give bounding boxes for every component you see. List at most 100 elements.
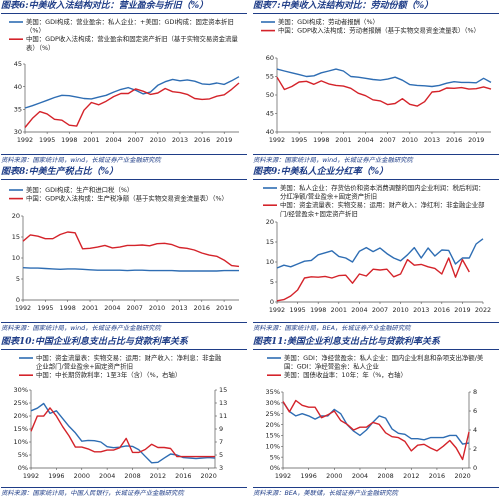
legend-label: 美国：国债收益率：10年：年（%，右轴） (284, 370, 407, 379)
x-tick-label: 1992 (17, 136, 33, 144)
panel-title: 图表11:美国企业利息支出占比与贷款利率关系 (253, 337, 440, 347)
y2-tick-label: 13 (219, 399, 227, 407)
legend-label: 中国：资金流量表：实物交易：运用：财产收入：净红利：非金融企业部门/经营盈余+固… (280, 200, 485, 218)
y-tick-label: 40 (266, 128, 274, 136)
x-tick-label: 1992 (269, 306, 285, 314)
y-tick-label: 55 (266, 73, 274, 81)
y-tick-label: 0% (270, 464, 280, 472)
title-rule (1, 13, 247, 14)
y-tick-label: 35 (14, 106, 22, 114)
y-tick-label: 20% (14, 412, 28, 420)
x-tick-label: 2022 (475, 306, 491, 314)
line-chart: 美国：GDI构成：劳动者报酬（%）中国：GDP收入法构成：劳动者报酬（基于实物交… (261, 17, 492, 144)
x-tick-label: 1992 (275, 472, 291, 480)
legend-line: 中国：资金流量表：实物交易：运用：财产收入：净利息：非金融 (36, 353, 222, 362)
legend-line: 表）（%） (26, 43, 54, 52)
y-tick-label: 15% (14, 425, 28, 433)
series-line (276, 76, 492, 107)
x-tick-label: 1992 (269, 136, 285, 144)
x-tick-label: 2004 (357, 136, 373, 144)
y-tick-label: 30% (266, 399, 280, 407)
y-tick-label: 5% (270, 453, 280, 461)
x-tick-label: 2010 (392, 306, 408, 314)
x-tick-label: 2019 (216, 304, 232, 312)
y-tick-label: 20 (266, 218, 274, 226)
x-tick-label: 2019 (468, 136, 484, 144)
x-tick-label: 2020 (454, 472, 470, 480)
series-line (282, 399, 470, 461)
y2-tick-label: 15 (219, 386, 227, 394)
y-tick-label: 20 (12, 212, 20, 220)
x-tick-label: 1998 (310, 306, 326, 314)
line-chart: 美国：GDI构成：生产和进口税（%）中国：GDP收入法构成：生产税净额（基于实物… (9, 185, 240, 312)
x-tick-label: 2010 (150, 136, 166, 144)
panel-title: 图表7:中美收入法结构对比：劳动份额（%） (253, 1, 434, 11)
panel-title: 图表10:中国企业利息支出占比与贷款利率关系 (1, 337, 188, 347)
legend-entry: 中国：GDP收入法构成：生产税净额（基于实物交易资金流量表）（%） (9, 194, 228, 203)
panel-operating-surplus: 图表6:中美收入法结构对比：营业盈余与折旧（%） 美国：GDI构成：营业盈余：私… (1, 0, 247, 166)
legend-line: 美国：GDI构成：劳动者报酬（%） (278, 17, 379, 26)
legend-line: 美国：GDI构成：营业盈余：私人企业：+美国：GDI构成：固定资本折旧 (26, 17, 234, 26)
panel-production-tax: 图表8:中美生产税占比（%） 美国：GDI构成：生产和进口税（%） 中国：GDP收… (1, 166, 247, 336)
legend-label: 中国：资金流量表：实物交易：运用：财产收入：净利息：非金融企业部门/营业盈余+固… (36, 353, 222, 371)
x-tick-label: 2004 (105, 136, 121, 144)
y2-tick-label: 5 (219, 451, 223, 459)
x-tick-label: 2012 (403, 472, 419, 480)
legend-line: 门/经营盈余+固定资产折旧 (280, 209, 358, 218)
legend-entry: 中国：GDP收入法构成：营业盈余和固定资产折旧（基于实物交易资金流量表）（%） (9, 34, 238, 52)
y-tick-label: 10% (266, 442, 280, 450)
series-line (282, 401, 470, 445)
legend-line: 中国：GDP收入法构成：营业盈余和固定资产折旧（基于实物交易资金流量 (26, 34, 238, 43)
x-tick-label: 2012 (150, 472, 166, 480)
legend-label: 中国：GDP收入法构成：劳动者报酬（基于实物交易资金流量表）（%） (278, 26, 480, 35)
x-tick-label: 2013 (424, 136, 440, 144)
x-tick-label: 2016 (446, 136, 462, 144)
x-tick-label: 1992 (23, 472, 39, 480)
source-note: 资料来源：国家统计局，wind，长城证券产业金融研究院 (1, 157, 161, 164)
y-tick-label: 15 (266, 238, 274, 246)
x-tick-label: 2004 (99, 472, 115, 480)
x-tick-label: 2007 (372, 306, 388, 314)
series-line (276, 238, 484, 269)
x-tick-label: 1992 (15, 304, 31, 312)
x-tick-label: 2016 (175, 472, 191, 480)
series-line (24, 76, 240, 109)
legend-label: 美国：私人企业：存货估价和资本消费调整的国内企业利润：税后利润：分红净额/营业盈… (280, 183, 485, 201)
source-note: 资料来源：国家统计局，中国人民银行，长城证券产业金融研究院 (1, 490, 184, 497)
line-chart: 美国：私人企业：存货估价和资本消费调整的国内企业利润：税后利润：分红净额/营业盈… (263, 183, 491, 314)
x-tick-label: 2016 (434, 306, 450, 314)
series-line (276, 68, 492, 88)
x-tick-label: 2016 (429, 472, 445, 480)
y-tick-label: 5 (16, 275, 20, 283)
y-tick-label: 15 (12, 233, 20, 241)
source-rule (253, 154, 499, 155)
x-tick-label: 1996 (48, 472, 64, 480)
y2-tick-label: 8 (473, 388, 477, 396)
legend-line: 企业部门/营业盈余+固定资产折旧 (36, 362, 133, 371)
legend-line: 中国：资金流量表：实物交易：运用：财产收入：净红利：非金融企业部 (280, 200, 485, 209)
y-tick-label: 5% (18, 451, 28, 459)
source-rule (253, 487, 499, 488)
legend-line: 美国：国债收益率：10年：年（%，右轴） (284, 370, 407, 379)
x-tick-label: 2004 (104, 304, 120, 312)
source-rule (253, 322, 499, 323)
y2-tick-label: 6 (473, 407, 477, 415)
legend-line: （%） (26, 27, 45, 35)
title-rule (253, 349, 499, 350)
y2-tick-label: 0 (473, 464, 477, 472)
y-tick-label: 0 (270, 298, 274, 306)
y-tick-label: 25% (14, 399, 28, 407)
panel-title: 图表8:中美生产税占比（%） (1, 167, 119, 177)
legend-label: 中国：GDP收入法构成：营业盈余和固定资产折旧（基于实物交易资金流量表）（%） (26, 34, 238, 52)
x-tick-label: 1998 (61, 136, 77, 144)
y-tick-label: 0% (18, 464, 28, 472)
x-tick-label: 2019 (454, 306, 470, 314)
legend-entry: 美国：GDI构成：劳动者报酬（%） (261, 17, 379, 26)
y-tick-label: 60 (266, 54, 274, 62)
y-tick-label: 10 (266, 258, 274, 266)
x-tick-label: 2007 (127, 304, 143, 312)
panel-dividend-ratio: 图表9:中美私人企业分红率（%） 美国：私人企业：存货估价和资本消费调整的国内企… (253, 166, 499, 336)
title-rule (1, 179, 247, 180)
legend-entry: 中国：资金流量表：实物交易：运用：财产收入：净红利：非金融企业部门/经营盈余+固… (263, 200, 485, 218)
x-tick-label: 2008 (124, 472, 140, 480)
